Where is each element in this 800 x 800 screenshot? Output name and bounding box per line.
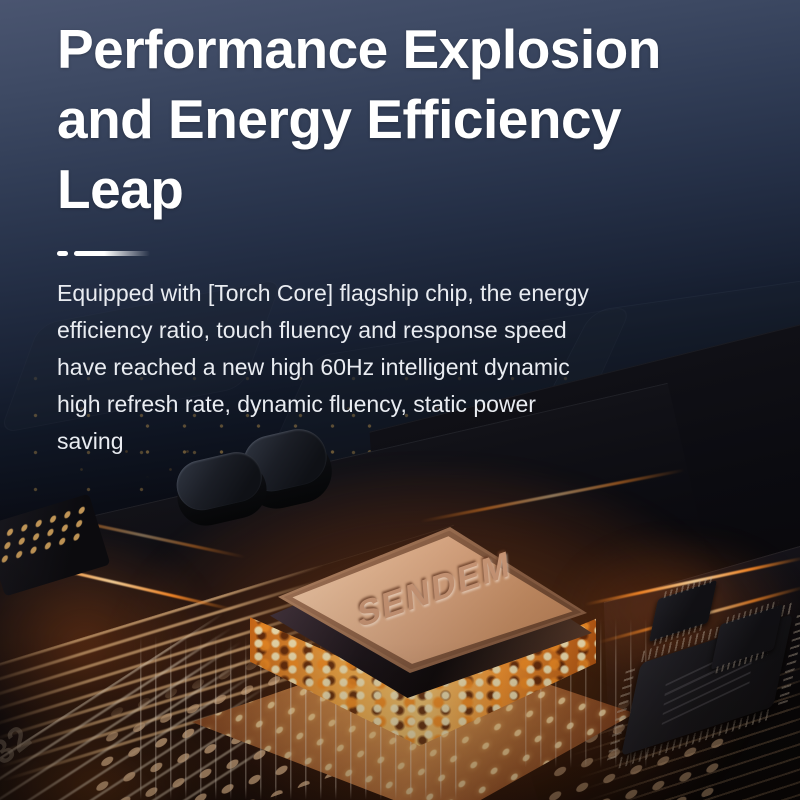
- headline-line-2: and Energy Efficiency: [57, 88, 622, 150]
- divider-dash: [57, 251, 68, 256]
- description: Equipped with [Torch Core] flagship chip…: [57, 275, 757, 460]
- description-line-3: have reached a new high 60Hz intelligent…: [57, 354, 570, 380]
- description-line-2: efficiency ratio, touch fluency and resp…: [57, 317, 567, 343]
- divider-line: [74, 251, 150, 256]
- headline: Performance Explosion and Energy Efficie…: [57, 14, 757, 224]
- headline-line-3: Leap: [57, 158, 184, 220]
- text-block: Performance Explosion and Energy Efficie…: [57, 14, 757, 460]
- description-line-1: Equipped with [Torch Core] flagship chip…: [57, 280, 589, 306]
- description-line-4: high refresh rate, dynamic fluency, stat…: [57, 391, 536, 417]
- headline-line-1: Performance Explosion: [57, 18, 661, 80]
- description-line-5: saving: [57, 428, 124, 454]
- divider: [57, 251, 757, 256]
